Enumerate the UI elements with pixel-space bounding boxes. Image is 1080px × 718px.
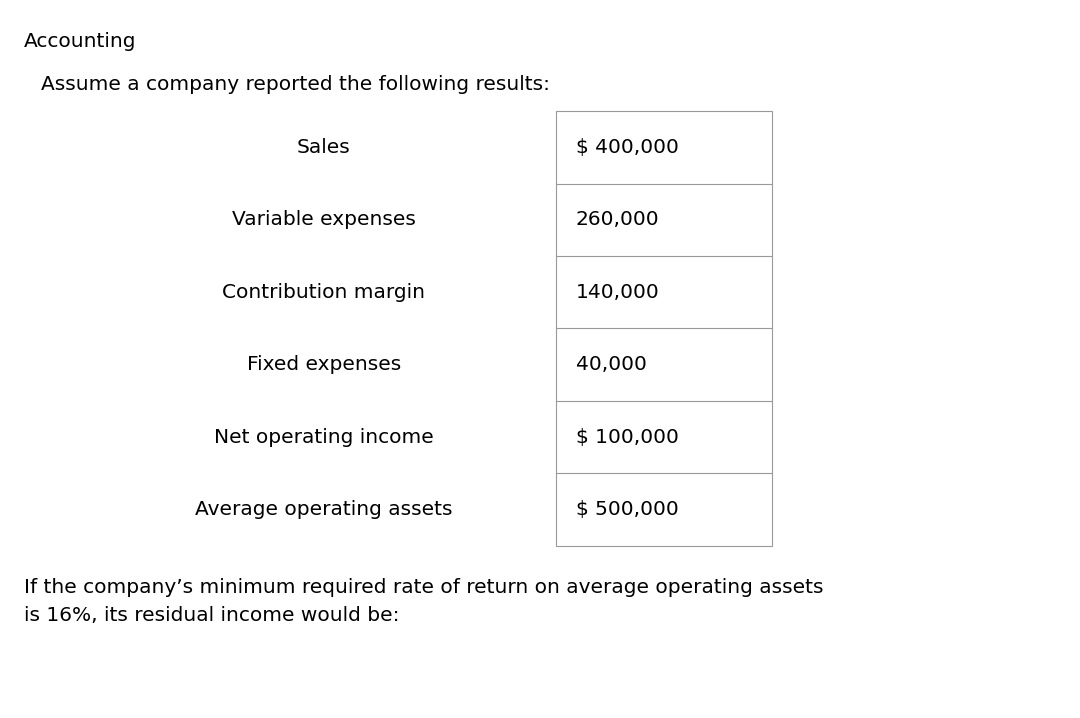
Text: Fixed expenses: Fixed expenses (247, 355, 401, 374)
Text: 140,000: 140,000 (576, 283, 660, 302)
Text: Assume a company reported the following results:: Assume a company reported the following … (41, 75, 550, 94)
Text: $ 400,000: $ 400,000 (576, 138, 678, 157)
Text: Accounting: Accounting (24, 32, 136, 51)
Text: $ 500,000: $ 500,000 (576, 500, 678, 519)
Text: Sales: Sales (297, 138, 351, 157)
Text: If the company’s minimum required rate of return on average operating assets
is : If the company’s minimum required rate o… (24, 578, 823, 625)
Text: Net operating income: Net operating income (214, 428, 434, 447)
Text: 40,000: 40,000 (576, 355, 647, 374)
Text: $ 100,000: $ 100,000 (576, 428, 678, 447)
Text: 260,000: 260,000 (576, 210, 659, 229)
Text: Variable expenses: Variable expenses (232, 210, 416, 229)
Text: Average operating assets: Average operating assets (195, 500, 453, 519)
Bar (556, 111, 772, 546)
Text: Contribution margin: Contribution margin (222, 283, 426, 302)
